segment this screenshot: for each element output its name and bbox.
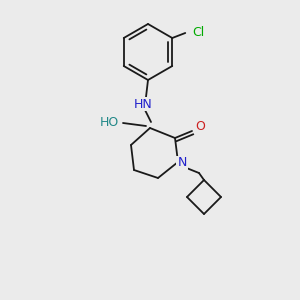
Text: Cl: Cl [192, 26, 204, 38]
Text: HN: HN [134, 98, 152, 110]
Text: HO: HO [99, 116, 119, 130]
Text: O: O [195, 121, 205, 134]
Text: N: N [177, 157, 187, 169]
